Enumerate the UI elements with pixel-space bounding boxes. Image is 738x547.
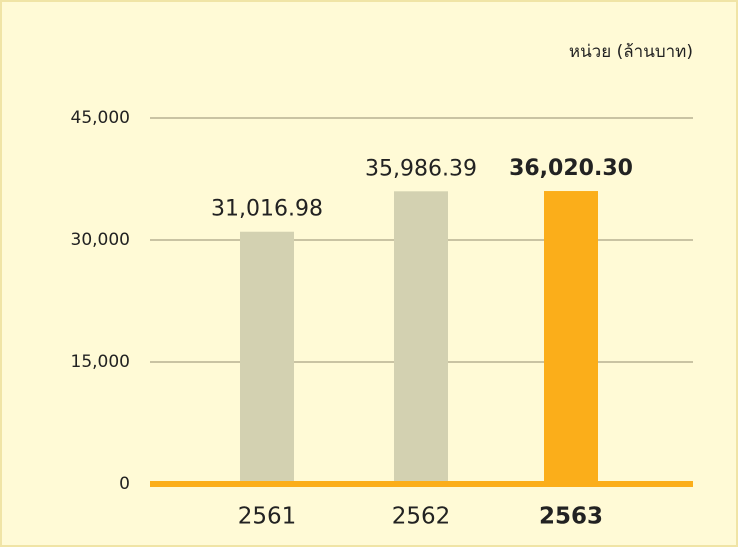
y-tick-label: 0 <box>119 474 130 494</box>
y-tick-label: 15,000 <box>71 352 130 372</box>
x-tick-label: 2563 <box>539 504 603 530</box>
bar <box>240 231 294 484</box>
data-label: 31,016.98 <box>211 197 323 222</box>
data-label: 36,020.30 <box>509 156 633 181</box>
bar <box>394 191 448 484</box>
y-tick-label: 45,000 <box>71 108 130 128</box>
x-tick-label: 2562 <box>392 504 451 530</box>
data-label: 35,986.39 <box>365 156 477 181</box>
unit-label: หน่วย (ล้านบาท) <box>569 42 693 62</box>
x-tick-label: 2561 <box>238 504 297 530</box>
bar <box>544 191 598 484</box>
y-tick-label: 30,000 <box>71 230 130 250</box>
